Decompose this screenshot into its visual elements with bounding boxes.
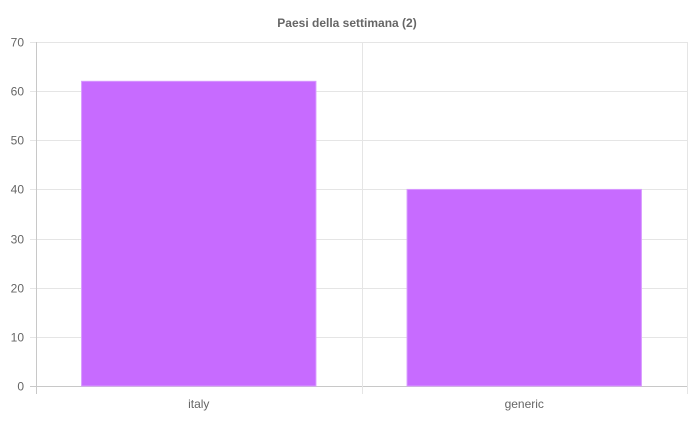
y-tick-label: 20 (11, 282, 25, 296)
x-tick-label: generic (505, 397, 544, 411)
y-tick-label: 30 (11, 233, 25, 247)
y-tick-label: 50 (11, 134, 25, 148)
bar-generic (406, 188, 642, 387)
bar-italy (81, 80, 317, 387)
chart-title: Paesi della settimana (2) (277, 16, 416, 30)
y-tick-label: 40 (11, 183, 25, 197)
y-tick-label: 0 (17, 380, 24, 394)
x-tick-label: italy (188, 397, 209, 411)
y-tick-label: 10 (11, 331, 25, 345)
y-tick-label: 70 (11, 36, 25, 50)
y-tick-label: 60 (11, 85, 25, 99)
